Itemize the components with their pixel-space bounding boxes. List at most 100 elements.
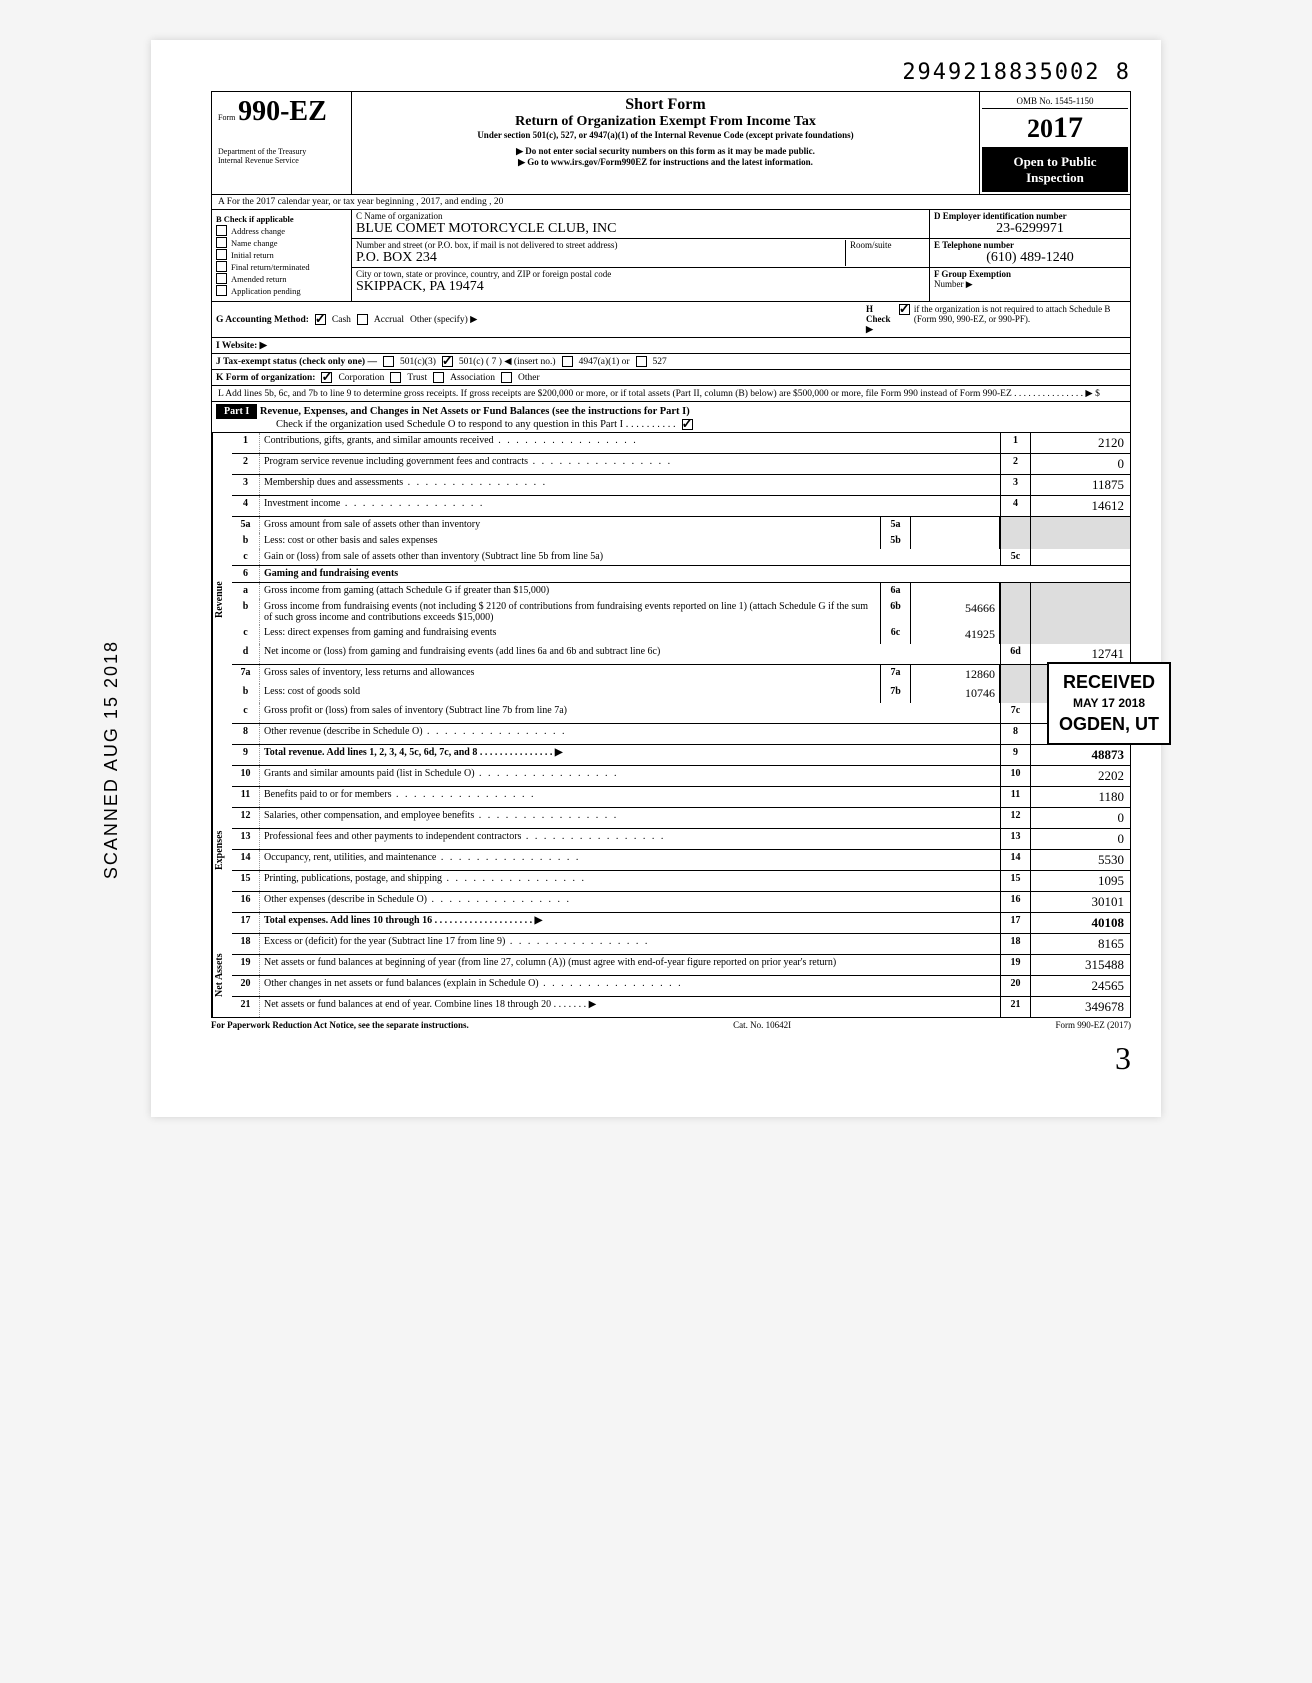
note-ssn: ▶ Do not enter social security numbers o… [358,146,973,157]
checkbox-cash[interactable] [315,314,326,325]
ln6c: c [232,625,260,644]
website-label: I Website: ▶ [216,340,267,351]
val20: 24565 [1030,976,1130,996]
part1-label: Part I [216,404,257,419]
lbl-final-return: Final return/terminated [231,262,310,272]
checkbox-other-org[interactable] [501,372,512,383]
checkbox-trust[interactable] [390,372,401,383]
sv5b [910,533,1000,549]
ln3: 3 [232,475,260,495]
title-return: Return of Organization Exempt From Incom… [358,114,973,130]
ln5b: b [232,533,260,549]
org-name-value: BLUE COMET MOTORCYCLE CLUB, INC [356,221,925,237]
checkbox-501cx[interactable] [442,356,453,367]
tax-status-label: J Tax-exempt status (check only one) — [216,357,377,367]
checkbox-amended[interactable] [216,273,227,284]
sv5a [910,517,1000,533]
sn5a: 5a [880,517,910,533]
expenses-side-label: Expenses [212,766,232,934]
org-info-grid: B Check if applicable Address change Nam… [211,210,1131,302]
desc9: Total revenue. Add lines 1, 2, 3, 4, 5c,… [260,745,1000,765]
checkbox-527[interactable] [636,356,647,367]
desc17: Total expenses. Add lines 10 through 16 … [260,913,1000,933]
lbl-address-change: Address change [231,226,285,236]
ln12: 12 [232,808,260,828]
checkbox-accrual[interactable] [357,314,368,325]
ln15: 15 [232,871,260,891]
desc2: Program service revenue including govern… [260,454,1000,474]
room-suite: Room/suite [845,240,925,266]
checkbox-pending[interactable] [216,285,227,296]
ln16: 16 [232,892,260,912]
addr-row: Number and street (or P.O. box, if mail … [352,239,929,268]
checkbox-assoc[interactable] [433,372,444,383]
desc15: Printing, publications, postage, and shi… [260,871,1000,891]
ein-row: D Employer identification number 23-6299… [930,210,1130,239]
ln5a: 5a [232,517,260,533]
desc11: Benefits paid to or for members [260,787,1000,807]
ln8: 8 [232,724,260,744]
sv6a [910,583,1000,599]
revenue-side-label: Revenue [212,433,232,766]
ln6b: b [232,599,260,625]
group-row: F Group Exemption Number ▶ [930,268,1130,291]
desc4: Investment income [260,496,1000,516]
lbl-501cx: 501(c) ( 7 ) ◀ (insert no.) [459,356,556,367]
desc19: Net assets or fund balances at beginning… [260,955,1000,975]
desc16: Other expenses (describe in Schedule O) [260,892,1000,912]
footer-mid: Cat. No. 10642I [733,1020,791,1030]
checkbox-initial-return[interactable] [216,249,227,260]
checkbox-501c3[interactable] [383,356,394,367]
org-name-row: C Name of organization BLUE COMET MOTORC… [352,210,929,239]
nc8: 8 [1000,724,1030,744]
tel-label: E Telephone number [934,240,1126,250]
val3: 11875 [1030,475,1130,495]
ln7b: b [232,684,260,703]
addr-value: P.O. Box 234 [356,250,845,266]
val6d: 12741 [1030,644,1130,664]
checkbox-schedule-b[interactable] [899,304,910,315]
shade6a [1000,583,1030,599]
ln9: 9 [232,745,260,765]
val21: 349678 [1030,997,1130,1017]
desc5b: Less: cost or other basis and sales expe… [260,533,880,549]
sv7b: 10746 [910,684,1000,703]
checkbox-4947[interactable] [562,356,573,367]
checkbox-corp[interactable] [321,372,332,383]
nc9: 9 [1000,745,1030,765]
ln7a: 7a [232,665,260,684]
sn6c: 6c [880,625,910,644]
ln11: 11 [232,787,260,807]
desc6c: Less: direct expenses from gaming and fu… [260,625,880,644]
val5c [1030,549,1130,565]
val4: 14612 [1030,496,1130,516]
checkbox-name-change[interactable] [216,237,227,248]
org-name-label: C Name of organization [356,211,925,221]
lbl-527: 527 [653,357,667,367]
part1-check-text: Check if the organization used Schedule … [276,419,676,430]
val10: 2202 [1030,766,1130,786]
checkbox-schedule-o[interactable] [682,419,693,430]
desc14: Occupancy, rent, utilities, and maintena… [260,850,1000,870]
nc21: 21 [1000,997,1030,1017]
part1-header: Part I Revenue, Expenses, and Changes in… [211,402,1131,433]
lbl-accrual: Accrual [374,315,404,325]
row-j: J Tax-exempt status (check only one) — 5… [211,354,1131,370]
expenses-section: Expenses 10Grants and similar amounts pa… [211,766,1131,934]
desc8: Other revenue (describe in Schedule O) [260,724,1000,744]
city-label: City or town, state or province, country… [356,269,925,279]
sn5b: 5b [880,533,910,549]
checkbox-address-change[interactable] [216,225,227,236]
lbl-4947: 4947(a)(1) or [579,357,630,367]
tel-value: (610) 489-1240 [934,250,1126,266]
shade6a2 [1030,583,1130,599]
desc5c: Gain or (loss) from sale of assets other… [260,549,1000,565]
nc2: 2 [1000,454,1030,474]
shade5b2 [1030,533,1130,549]
desc5a: Gross amount from sale of assets other t… [260,517,880,533]
ln21: 21 [232,997,260,1017]
lbl-501c3: 501(c)(3) [400,357,436,367]
sv6c: 41925 [910,625,1000,644]
checkbox-final-return[interactable] [216,261,227,272]
nc17: 17 [1000,913,1030,933]
